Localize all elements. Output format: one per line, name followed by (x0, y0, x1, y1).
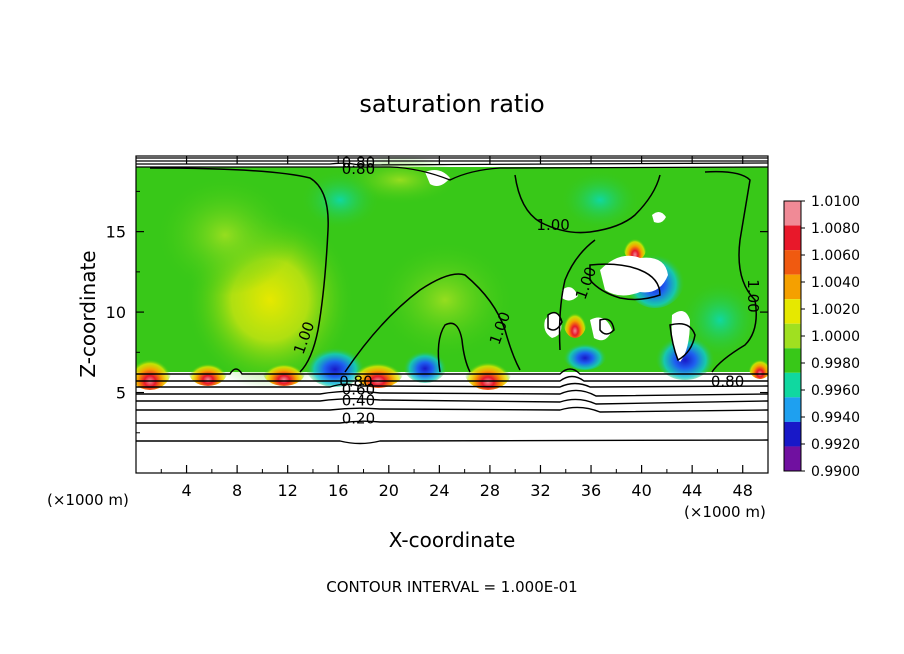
x-tick-label: 20 (379, 481, 399, 500)
contour-label: 1.00 (744, 279, 762, 312)
x-tick-label: 24 (429, 481, 449, 500)
hot-spot-5 (464, 350, 512, 390)
white-patch-1 (600, 255, 668, 296)
colorbar-swatch (784, 274, 801, 300)
colorbar-swatch (784, 225, 801, 251)
y-axis-label: Z-coordinate (76, 250, 100, 377)
y-tick-label: 5 (116, 384, 126, 403)
colorbar-swatch (784, 299, 801, 324)
x-unit-label: (×1000 m) (47, 491, 129, 509)
x-tick-label: 32 (530, 481, 550, 500)
colorbar-swatch (784, 397, 801, 422)
colorbar-label: 1.0080 (811, 221, 860, 237)
contour-label: 0.80 (342, 153, 375, 171)
moist-region-left-upper (155, 175, 295, 295)
colorbar-label: 1.0060 (811, 248, 860, 264)
colorbar-swatch (784, 421, 801, 447)
colorbar-swatch (784, 446, 801, 471)
contour-lines-top (136, 157, 768, 181)
x-tick-label: 28 (480, 481, 500, 500)
colorbar-label: 0.9940 (811, 410, 860, 426)
contour-label: 0.60 (342, 380, 375, 398)
x-tick-label: 40 (631, 481, 651, 500)
x-tick-label: 36 (581, 481, 601, 500)
colorbar-swatch (784, 348, 801, 373)
colorbar-label: 1.0100 (811, 194, 860, 210)
x-tick-label: 8 (232, 481, 242, 500)
x-unit-label-right: (×1000 m) (684, 503, 766, 521)
x-tick-label: 4 (181, 481, 191, 500)
contour-label: 0.80 (342, 160, 375, 178)
x-tick-label: 16 (328, 481, 348, 500)
hot-spot-1 (136, 346, 172, 390)
contour-interval-note: CONTOUR INTERVAL = 1.000E-01 (326, 578, 577, 596)
hot-spot-7 (623, 229, 647, 261)
plot-area (136, 156, 768, 473)
hot-spot-4 (352, 352, 404, 388)
x-axis-label: X-coordinate (389, 528, 516, 552)
x-tick-label: 12 (278, 481, 298, 500)
hot-spot-2 (188, 354, 228, 386)
y-tick-label: 10 (106, 303, 126, 322)
colorbar-swatch (784, 323, 801, 349)
contour-label: 0.80 (339, 372, 372, 390)
colorbar: 1.0100 1.0080 1.0060 1.0040 1.0020 1.0000 0.99… (783, 194, 860, 480)
y-tick-label: 15 (106, 223, 126, 242)
dry-pocket-35 (563, 340, 607, 370)
colorbar-label: 1.0040 (811, 275, 860, 291)
white-patch-5 (652, 211, 666, 223)
cyan-region-1 (300, 170, 380, 230)
dry-pocket-16 (305, 343, 365, 387)
y-axis: 5 10 15 (106, 190, 768, 434)
chart-title: saturation ratio (359, 90, 544, 118)
x-axis: 4 8 12 16 20 24 28 32 36 40 44 48 (160, 156, 753, 500)
moist-region-mid (375, 240, 515, 360)
hot-spot-3 (262, 354, 306, 386)
plot-frame (135, 155, 769, 474)
contour-label: 0.20 (342, 409, 375, 427)
contour-label: 0.80 (711, 372, 744, 390)
dry-pocket-22 (403, 347, 447, 383)
contour-label: 1.00 (536, 216, 569, 234)
colorbar-label: 0.9920 (811, 437, 860, 453)
white-patch-7 (562, 287, 578, 301)
contour-label: 0.40 (342, 392, 375, 410)
colorbar-swatch (784, 201, 801, 226)
colorbar-swatch (784, 372, 801, 398)
x-tick-label: 48 (733, 481, 753, 500)
hot-spot-8 (748, 351, 768, 379)
colorbar-label: 0.9960 (811, 383, 860, 399)
contour-lines-one (149, 167, 757, 373)
x-tick-label: 44 (682, 481, 702, 500)
cyan-region-2 (560, 170, 640, 230)
hot-spot-6 (563, 302, 587, 338)
colorbar-label: 1.0000 (811, 329, 860, 345)
colorbar-swatch (784, 250, 801, 275)
contour-lines-lower (136, 368, 768, 445)
colorbar-label: 1.0020 (811, 302, 860, 318)
colorbar-label: 0.9900 (811, 464, 860, 480)
colorbar-label: 0.9980 (811, 356, 860, 372)
